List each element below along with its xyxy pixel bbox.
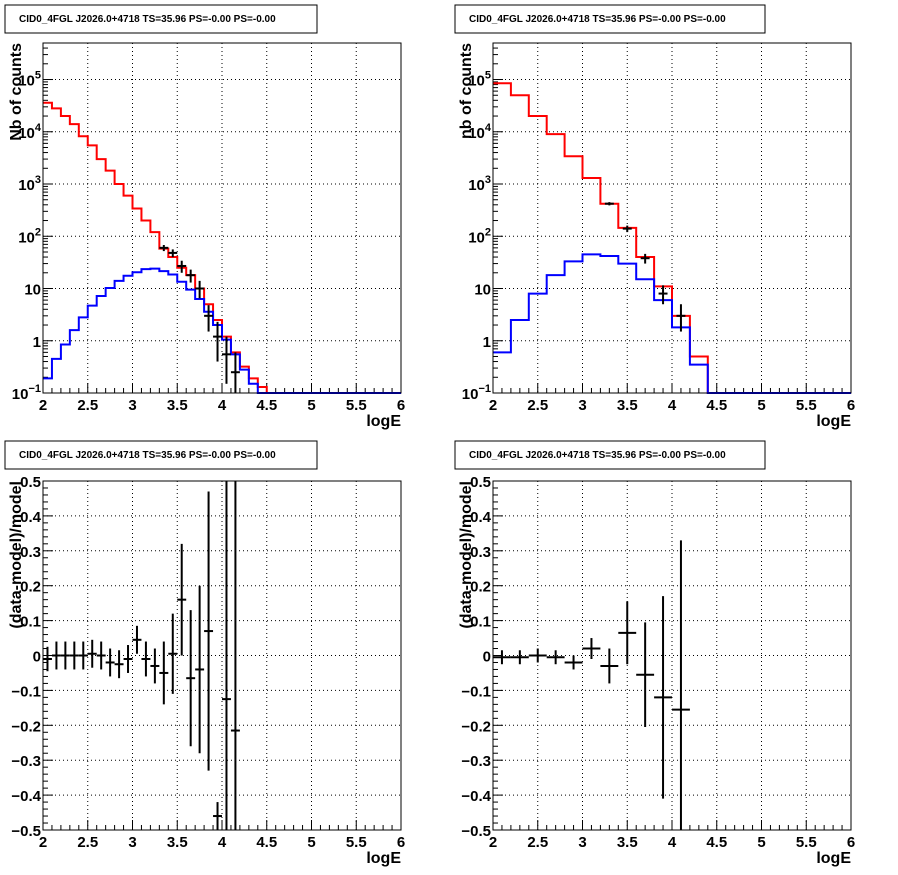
x-tick-label: 6 — [397, 397, 405, 414]
x-tick-label: 5 — [307, 834, 315, 851]
panel-bottom-left-residuals: 2 2.5 3 3.5 4 4.5 5 5.5 6 −0.5 −0.4 −0.3 −0.2 −0.1 0 0.… — [4, 440, 405, 867]
x-tick-label: 2.5 — [527, 397, 548, 414]
y-tick-label: 104 — [18, 122, 42, 142]
y-tick-label: 10−1 — [12, 383, 41, 403]
title-box — [4, 440, 318, 470]
y-tick-label: 0.5 — [470, 474, 491, 491]
x-tick-label: 3 — [578, 834, 586, 851]
y-tick-label: −0.2 — [11, 718, 41, 735]
y-tick-label: 0.5 — [20, 474, 41, 491]
y-tick-label: 1 — [483, 334, 491, 351]
plot-frame — [42, 480, 402, 831]
x-tick-label: 4.5 — [706, 397, 727, 414]
y-tick-label: 104 — [468, 122, 492, 142]
x-tick-label: 6 — [847, 397, 855, 414]
y-tick-label: 0.2 — [20, 579, 41, 596]
title-box — [4, 4, 318, 34]
chart-title: CID0_4FGL J2026.0+4718 TS=35.96 PS=-0.00… — [19, 450, 276, 461]
x-tick-label: 4.5 — [706, 834, 727, 851]
x-tick-label: 4 — [668, 397, 677, 414]
panel-top-left-counts: 2 2.5 3 3.5 4 4.5 5 5.5 6 10−1 1 10 102 103 104 105 logE… — [4, 4, 405, 430]
plot-frame — [492, 480, 852, 831]
y-tick-label: 0.3 — [20, 544, 41, 561]
y-axis-label: Nb of counts — [8, 43, 25, 141]
x-tick-label: 5 — [757, 834, 765, 851]
y-tick-label: 10 — [24, 282, 41, 299]
y-tick-label: 105 — [18, 70, 41, 90]
y-tick-label: 0 — [33, 649, 41, 666]
x-tick-label: 2.5 — [527, 834, 548, 851]
y-tick-label: 0.3 — [470, 544, 491, 561]
x-tick-label: 5 — [307, 397, 315, 414]
x-axis-label: logE — [366, 850, 401, 867]
x-tick-label: 5.5 — [796, 397, 817, 414]
y-tick-label: −0.2 — [461, 718, 491, 735]
y-tick-label: 103 — [468, 174, 491, 194]
x-tick-label: 3 — [128, 397, 136, 414]
x-axis-label: logE — [816, 413, 851, 430]
x-axis-label: logE — [816, 850, 851, 867]
x-tick-label: 6 — [847, 834, 855, 851]
plot-frame — [42, 42, 402, 394]
x-tick-label: 3.5 — [167, 397, 188, 414]
title-box — [454, 440, 766, 470]
y-tick-label: 0 — [483, 649, 491, 666]
x-tick-label: 3.5 — [617, 397, 638, 414]
panel-bottom-right-residuals: 2 2.5 3 3.5 4 4.5 5 5.5 6 −0.5 −0.4 −0.3 −0.2 −0.1 0 0.… — [454, 440, 855, 867]
x-axis-label: logE — [366, 413, 401, 430]
chart-title: CID0_4FGL J2026.0+4718 TS=35.96 PS=-0.00… — [19, 14, 276, 25]
plot-area — [493, 481, 851, 830]
chart-title: CID0_4FGL J2026.0+4718 TS=35.96 PS=-0.00… — [469, 14, 726, 25]
chart-title: CID0_4FGL J2026.0+4718 TS=35.96 PS=-0.00… — [469, 450, 726, 461]
y-tick-label: 10−1 — [462, 383, 491, 403]
y-tick-label: −0.1 — [11, 683, 41, 700]
x-tick-label: 5 — [757, 397, 765, 414]
y-tick-label: −0.3 — [461, 753, 491, 770]
title-box — [454, 4, 766, 34]
x-tick-label: 5.5 — [346, 834, 367, 851]
x-tick-label: 2 — [489, 397, 497, 414]
y-tick-label: 10 — [474, 282, 491, 299]
y-tick-label: 105 — [468, 70, 491, 90]
y-tick-label: −0.3 — [11, 753, 41, 770]
y-tick-label: 102 — [18, 226, 41, 246]
plot-area — [493, 43, 851, 393]
x-tick-label: 3.5 — [617, 834, 638, 851]
y-axis-label: (data-model)/model — [8, 481, 25, 629]
x-tick-label: 4 — [668, 834, 677, 851]
panel-top-right-counts: 2 2.5 3 3.5 4 4.5 5 5.5 6 10−1 1 10 102 103 104 105 logE… — [454, 4, 855, 430]
x-tick-label: 2 — [39, 834, 47, 851]
y-tick-label: −0.5 — [461, 823, 491, 840]
x-tick-label: 2 — [39, 397, 47, 414]
plot-frame — [492, 42, 852, 394]
x-tick-label: 3.5 — [167, 834, 188, 851]
y-tick-label: −0.1 — [461, 683, 491, 700]
y-tick-label: 0.2 — [470, 579, 491, 596]
y-tick-label: 0.1 — [470, 614, 491, 631]
y-tick-label: 0.1 — [20, 614, 41, 631]
y-axis-label: (data-model)/model — [458, 481, 475, 629]
y-tick-label: −0.4 — [461, 788, 491, 805]
x-tick-label: 2.5 — [77, 834, 98, 851]
x-tick-label: 2 — [489, 834, 497, 851]
x-tick-label: 4.5 — [256, 834, 277, 851]
y-tick-label: 102 — [468, 226, 491, 246]
x-tick-label: 5.5 — [796, 834, 817, 851]
y-tick-label: −0.5 — [11, 823, 41, 840]
y-tick-label: 0.4 — [470, 509, 492, 526]
x-tick-label: 6 — [397, 834, 405, 851]
x-tick-label: 5.5 — [346, 397, 367, 414]
y-tick-label: 0.4 — [20, 509, 42, 526]
y-tick-label: 103 — [18, 174, 41, 194]
x-tick-label: 2.5 — [77, 397, 98, 414]
x-tick-label: 4.5 — [256, 397, 277, 414]
y-tick-label: 1 — [33, 334, 41, 351]
x-tick-label: 3 — [128, 834, 136, 851]
y-axis-label: nb of counts — [458, 43, 475, 139]
x-tick-label: 4 — [218, 834, 227, 851]
y-tick-label: −0.4 — [11, 788, 41, 805]
x-tick-label: 4 — [218, 397, 227, 414]
x-tick-label: 3 — [578, 397, 586, 414]
